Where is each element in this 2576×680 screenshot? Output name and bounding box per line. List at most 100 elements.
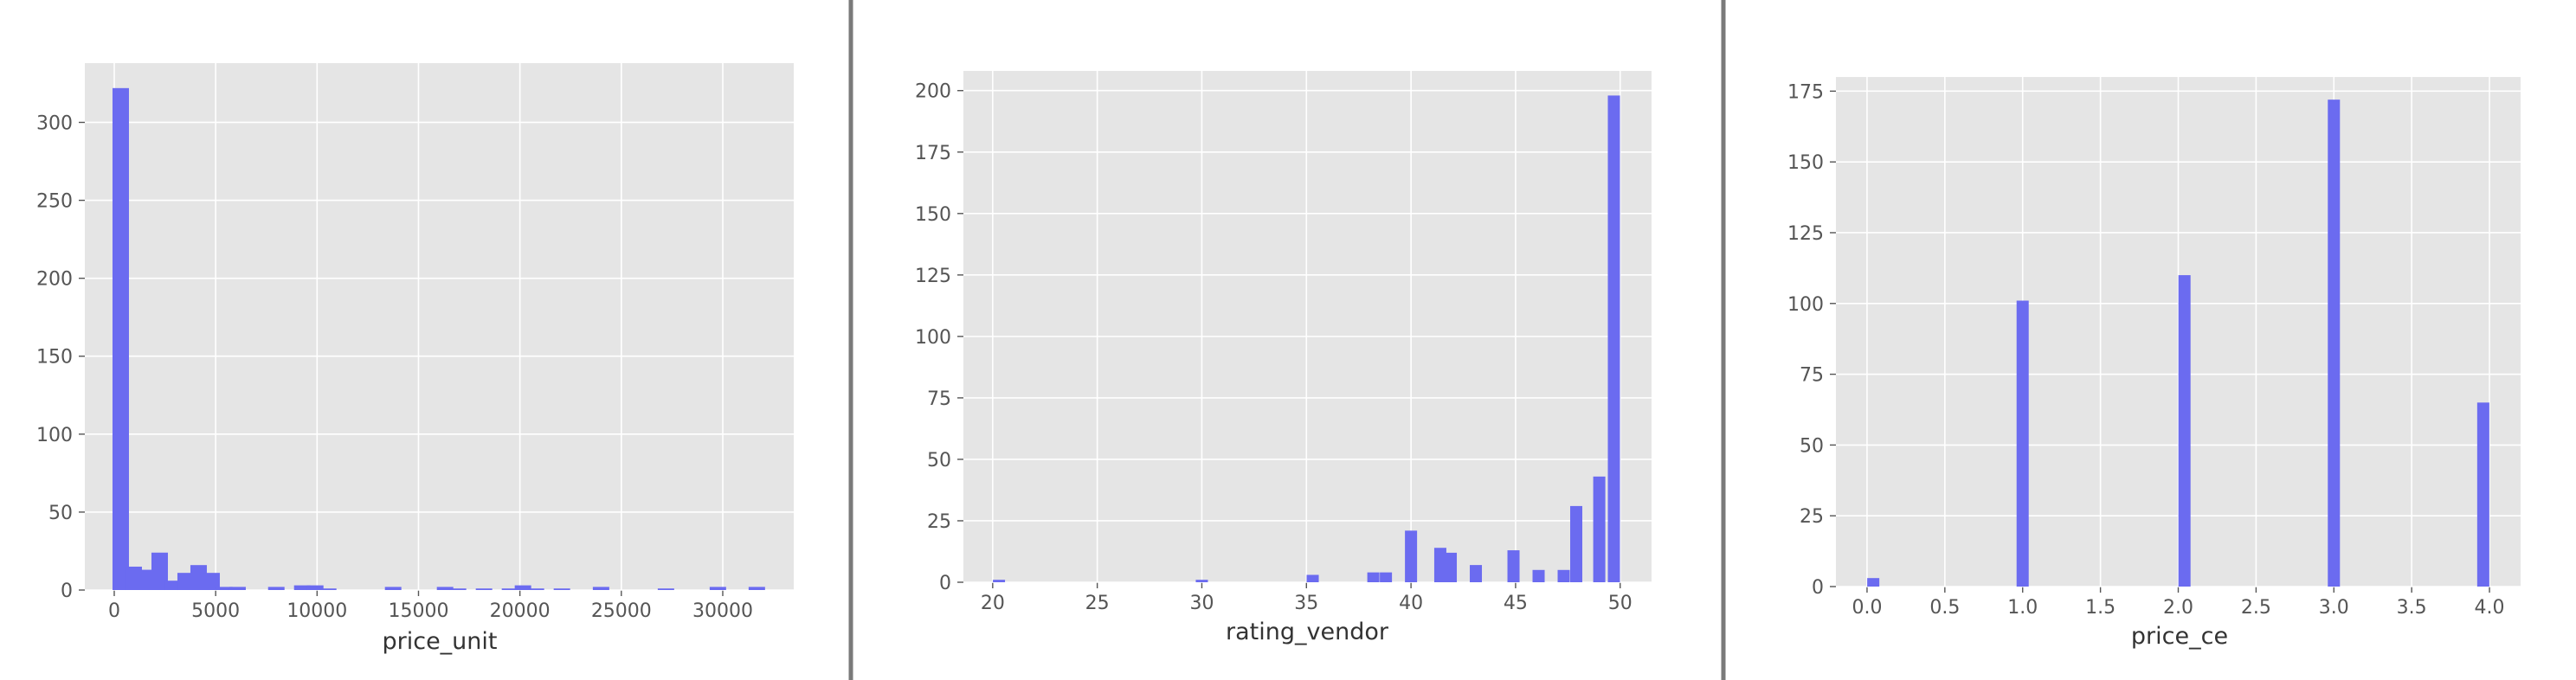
y-tick-label: 0 xyxy=(61,581,73,602)
x-tick-label: 35 xyxy=(1294,593,1318,614)
x-tick-label: 1.0 xyxy=(2007,597,2038,619)
histogram-bar xyxy=(449,588,467,590)
histogram-bar xyxy=(1306,574,1319,582)
histogram-bar xyxy=(709,587,726,590)
y-tick-label: 125 xyxy=(1787,223,1824,245)
histogram-bar xyxy=(293,585,311,590)
histogram-bar xyxy=(229,587,246,590)
x-tick-label: 50 xyxy=(1608,593,1633,614)
histogram-bar xyxy=(306,585,324,590)
histogram-bar xyxy=(1195,580,1208,582)
histogram-bar xyxy=(1367,572,1380,582)
histogram-bar xyxy=(138,569,155,590)
histogram-bar xyxy=(993,580,1006,582)
chart-price-ce: price_ce 0.0 0.5 1.0 1.5 2.0 2.5 3.0 3.5 4.0 0 25 5… xyxy=(1787,77,2521,650)
histogram-bar xyxy=(2178,275,2191,587)
x-tick-label: 0.0 xyxy=(1852,597,1882,619)
x-tick-label: 20000 xyxy=(490,600,551,622)
y-tick-label: 50 xyxy=(1800,435,1824,457)
plot-area xyxy=(963,71,1652,582)
histogram-bar xyxy=(1532,569,1545,582)
histogram-bar xyxy=(1557,569,1570,582)
y-tick-label: 250 xyxy=(36,191,73,213)
x-tick-label: 25 xyxy=(1085,593,1110,614)
x-tick-label: 45 xyxy=(1504,593,1528,614)
x-tick-label: 30000 xyxy=(692,600,753,622)
x-tick-label: 2.0 xyxy=(2163,597,2193,619)
y-tick-label: 0 xyxy=(1812,577,1824,599)
y-tick-label: 150 xyxy=(915,204,951,226)
x-tick-label: 3.5 xyxy=(2397,597,2427,619)
y-tick-label: 150 xyxy=(1787,152,1824,174)
x-tick-label: 0 xyxy=(108,600,120,622)
histogram-bar xyxy=(267,587,285,590)
histogram-bar xyxy=(1607,95,1620,583)
histogram-bar xyxy=(203,573,220,590)
histogram-bar xyxy=(1380,572,1393,582)
histogram-bar xyxy=(1507,550,1520,582)
histogram-bar xyxy=(125,566,142,590)
histogram-bar xyxy=(216,587,233,590)
histogram-bar xyxy=(1867,578,1880,587)
y-tick-label: 200 xyxy=(915,81,951,103)
x-tick-label: 0.5 xyxy=(1929,597,1960,619)
y-tick-label: 100 xyxy=(915,327,951,349)
histogram-bar xyxy=(501,588,518,590)
histogram-bar xyxy=(1570,505,1583,582)
y-tick-label: 125 xyxy=(915,266,951,287)
y-tick-label: 25 xyxy=(1800,506,1824,528)
y-tick-label: 100 xyxy=(1787,294,1824,316)
x-tick-label: 4.0 xyxy=(2475,597,2505,619)
chart-rating-vendor: rating_vendor 20 25 30 35 40 45 50 0 25 50 75 100 12… xyxy=(915,71,1652,645)
histogram-bar xyxy=(112,87,129,591)
histogram-bar xyxy=(164,581,181,590)
x-tick-label: 1.5 xyxy=(2085,597,2116,619)
histogram-bar xyxy=(553,588,570,590)
x-tick-label: 15000 xyxy=(388,600,448,622)
x-tick-label: 10000 xyxy=(287,600,347,622)
histogram-bar xyxy=(190,565,207,590)
histogram-bar xyxy=(151,552,168,590)
y-tick-label: 75 xyxy=(927,388,951,410)
y-tick-label: 200 xyxy=(36,269,73,291)
histogram-bar xyxy=(436,587,454,590)
x-axis-label: price_unit xyxy=(382,628,497,655)
y-tick-label: 75 xyxy=(1800,365,1824,387)
histogram-bar xyxy=(1433,548,1446,582)
histogram-bar xyxy=(177,573,194,590)
histogram-bar xyxy=(1445,552,1458,582)
histogram-bar xyxy=(475,588,493,590)
histogram-bar xyxy=(2476,402,2489,587)
histogram-bar xyxy=(2016,300,2029,587)
x-tick-label: 40 xyxy=(1399,593,1423,614)
histogram-bar xyxy=(748,587,765,590)
x-tick-label: 20 xyxy=(981,593,1005,614)
y-tick-label: 175 xyxy=(1787,81,1824,103)
y-tick-label: 25 xyxy=(927,511,951,533)
histogram-bar xyxy=(1593,476,1606,582)
y-tick-label: 50 xyxy=(927,450,951,472)
x-tick-label: 25000 xyxy=(591,600,652,622)
histogram-bar xyxy=(2328,99,2341,587)
histogram-bar xyxy=(514,585,531,590)
x-tick-label: 2.5 xyxy=(2241,597,2271,619)
histogram-bar xyxy=(1470,565,1483,582)
x-tick-label: 30 xyxy=(1189,593,1214,614)
x-tick-label: 5000 xyxy=(191,600,240,622)
histogram-bar xyxy=(1405,530,1418,582)
x-axis-label: price_ce xyxy=(2131,623,2228,650)
x-tick-label: 3.0 xyxy=(2319,597,2349,619)
histogram-bar xyxy=(384,587,402,590)
histogram-bar xyxy=(527,588,544,590)
histogram-bar xyxy=(657,588,674,590)
y-tick-label: 0 xyxy=(939,573,951,594)
x-axis-label: rating_vendor xyxy=(1226,619,1389,645)
y-tick-label: 300 xyxy=(36,112,73,134)
y-tick-label: 100 xyxy=(36,425,73,446)
y-tick-label: 150 xyxy=(36,347,73,369)
plot-area xyxy=(85,63,794,590)
y-tick-label: 50 xyxy=(48,503,73,524)
histogram-bar xyxy=(592,587,609,590)
histogram-bar xyxy=(319,588,337,590)
